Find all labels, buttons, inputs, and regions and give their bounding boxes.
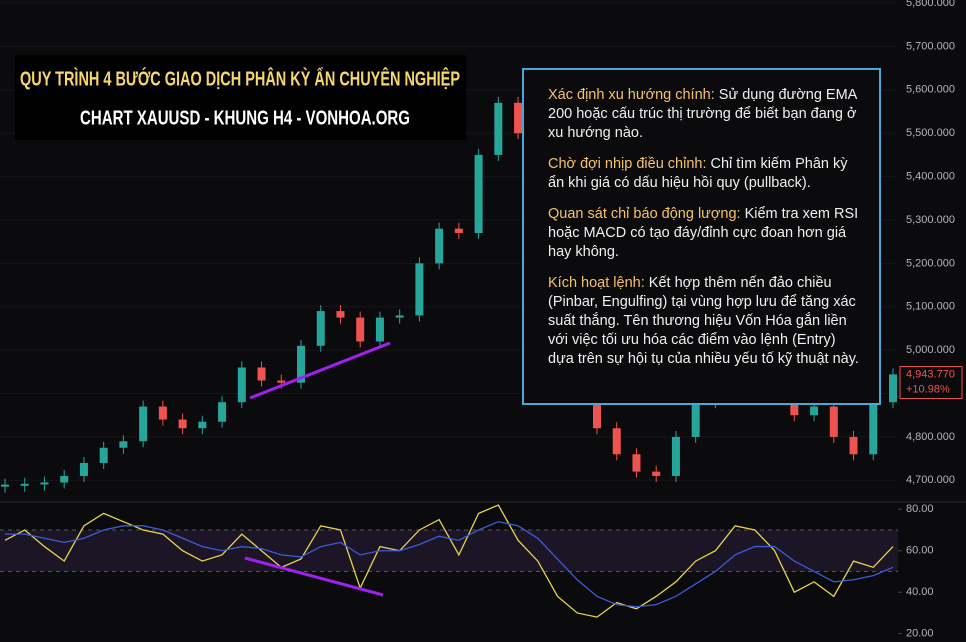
candle [198, 421, 207, 429]
candle [375, 317, 384, 342]
candle [218, 402, 227, 422]
candle [889, 374, 897, 403]
note-label: Kích hoạt lệnh: [548, 275, 645, 291]
candle [652, 471, 661, 476]
candle [671, 436, 680, 476]
note-text: Kiểm tra xem RSI hoặc MACD có tạo đáy/đỉ… [548, 206, 859, 260]
y-tick-label: 5,400.000 [906, 170, 955, 182]
candle [356, 317, 365, 342]
change-label: +10.98% [906, 383, 950, 395]
y-tick-label: 4,800.000 [906, 431, 955, 443]
note-label: Quan sát chỉ báo động lượng: [548, 206, 741, 222]
info-box: Xác định xu hướng chính: Sử dụng đường E… [522, 68, 881, 405]
note: Xác định xu hướng chính: Sử dụng đường E… [548, 86, 863, 143]
y-tick-label: 60.00 [906, 545, 934, 557]
candle [829, 406, 838, 437]
candle [99, 447, 108, 463]
rsi-line [4, 504, 894, 618]
candle [395, 315, 404, 318]
candle [336, 311, 345, 318]
candle [849, 436, 858, 455]
candle [454, 228, 463, 233]
candle [60, 475, 69, 483]
divergence-line [249, 341, 391, 400]
candle [691, 402, 700, 437]
y-tick-label: 5,000.000 [906, 344, 955, 356]
candle [869, 402, 878, 455]
chart-subtitle: CHART XAUUSD - KHUNG H4 - VONHOA.ORG [80, 107, 410, 129]
candle [316, 311, 325, 346]
candle [415, 263, 424, 316]
candle [119, 441, 128, 448]
price-tag [899, 366, 963, 400]
candle [20, 483, 29, 486]
title-box [15, 55, 466, 140]
divergence-line [244, 556, 384, 597]
note-label: Chờ đợi nhịp điều chỉnh: [548, 156, 707, 172]
candle [435, 228, 444, 264]
y-tick-label: 5,100.000 [906, 301, 955, 313]
note: Chờ đợi nhịp điều chỉnh: Chỉ tìm kiếm Ph… [548, 155, 863, 193]
note: Kích hoạt lệnh: Kết hợp thêm nến đảo chi… [548, 274, 863, 369]
y-tick-label: 80.00 [906, 503, 934, 515]
candle [297, 345, 305, 383]
note-text: Sử dụng đường EMA 200 hoặc cấu trúc thị … [548, 87, 857, 141]
candle [79, 462, 88, 476]
y-tick-label: 5,500.000 [906, 127, 955, 139]
note-text: Chỉ tìm kiếm Phân kỳ ẩn khi giá có dấu h… [548, 156, 848, 191]
y-tick-label: 5,800.000 [906, 0, 955, 9]
candle [494, 102, 503, 155]
candle [139, 406, 148, 442]
candle [612, 428, 621, 455]
note-label: Xác định xu hướng chính: [548, 87, 715, 103]
y-tick-label: 40.00 [906, 586, 934, 598]
y-tick-label: 5,600.000 [906, 84, 955, 96]
candle [632, 454, 641, 472]
candle [1, 484, 9, 487]
candle [237, 367, 246, 403]
candle [514, 102, 523, 134]
candle [810, 406, 819, 416]
note-text: Kết hợp thêm nến đảo chiều (Pinbar, Engu… [548, 275, 859, 367]
rsi-line [5, 520, 894, 608]
candle [158, 406, 167, 420]
candle [257, 367, 266, 381]
y-tick-label: 5,700.000 [906, 40, 955, 52]
price-tag-label: 4,943.770 [906, 368, 955, 380]
candle [40, 482, 49, 485]
y-tick-label: 20.00 [906, 628, 934, 640]
chart-title: QUY TRÌNH 4 BƯỚC GIAO DỊCH PHÂN KỲ ẨN CH… [20, 66, 460, 90]
candle [178, 419, 187, 429]
y-tick-label: 5,300.000 [906, 214, 955, 226]
y-tick-label: 4,700.000 [906, 474, 955, 486]
candle [277, 380, 286, 383]
y-tick-label: 5,200.000 [906, 257, 955, 269]
note: Quan sát chỉ báo động lượng: Kiểm tra xe… [548, 205, 863, 262]
candle [474, 154, 483, 233]
